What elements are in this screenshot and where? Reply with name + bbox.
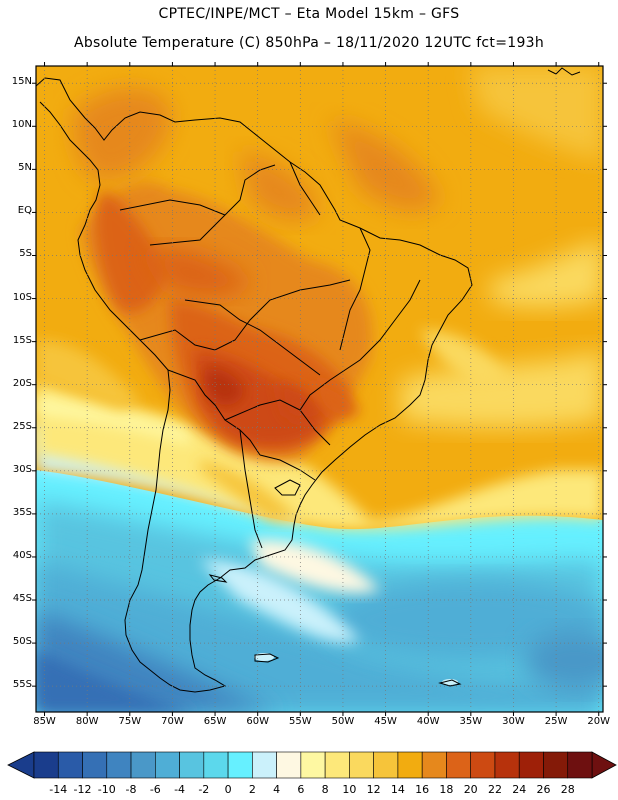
colorbar-label: -4	[174, 783, 186, 796]
colorbar-swatch	[203, 751, 229, 779]
colorbar-swatch	[57, 751, 83, 779]
longitude-label: 80W	[75, 716, 99, 727]
latitude-label: 25S	[12, 420, 32, 432]
colorbar-label: 10	[342, 783, 357, 796]
colorbar-swatch	[33, 751, 59, 779]
map-frame	[35, 65, 604, 713]
longitude-label: 75W	[118, 716, 142, 727]
colorbar	[7, 751, 617, 779]
colorbar-swatch	[227, 751, 253, 779]
colorbar-swatch	[300, 751, 326, 779]
longitude-label: 65W	[203, 716, 227, 727]
longitude-label: 25W	[544, 716, 568, 727]
colorbar-swatch	[567, 751, 593, 779]
longitude-label: 20W	[587, 716, 611, 727]
colorbar-swatch	[470, 751, 496, 779]
longitude-label: 70W	[161, 716, 184, 727]
latitude-label: 15S	[12, 334, 32, 346]
longitude-label: 45W	[374, 716, 397, 727]
latitude-label: 10N	[11, 119, 32, 131]
colorbar-swatch	[252, 751, 277, 779]
map-title-line-1: CPTEC/INPE/MCT – Eta Model 15km – GFS	[158, 6, 460, 22]
colorbar-swatch	[155, 751, 180, 779]
colorbar-label: 0	[224, 783, 232, 796]
colorbar-label: 18	[439, 783, 454, 796]
colorbar-swatch	[421, 751, 447, 779]
latitude-label: 15N	[11, 76, 32, 88]
colorbar-right-arrow	[591, 751, 617, 779]
colorbar-label: 20	[463, 783, 478, 796]
coastline-and-borders	[36, 67, 581, 693]
colorbar-swatch	[446, 751, 471, 779]
map-title-line-2: Absolute Temperature (C) 850hPa – 18/11/…	[73, 35, 545, 51]
colorbar-swatch	[397, 751, 423, 779]
latitude-label: 5N	[18, 162, 32, 174]
axis-ticks	[32, 62, 607, 716]
colorbar-label: -14	[49, 783, 68, 796]
colorbar-label: 28	[560, 783, 575, 796]
longitude-label: 85W	[33, 716, 56, 727]
latitude-label: 5S	[19, 248, 32, 260]
colorbar-label: 24	[512, 783, 527, 796]
colorbar-label: -8	[125, 783, 137, 796]
colorbar-label: 8	[321, 783, 329, 796]
latitude-label: 35S	[12, 506, 32, 518]
colorbar-swatch	[106, 751, 132, 779]
colorbar-label: -6	[149, 783, 161, 796]
colorbar-label: 12	[366, 783, 381, 796]
colorbar-label: 26	[536, 783, 551, 796]
colorbar-swatch	[130, 751, 156, 779]
latitude-label: 55S	[12, 679, 32, 691]
latitude-label: 20S	[12, 377, 32, 389]
colorbar-label: 16	[415, 783, 430, 796]
colorbar-swatch	[276, 751, 302, 779]
colorbar-swatch	[543, 751, 569, 779]
colorbar-label: 6	[297, 783, 305, 796]
temperature-field	[36, 66, 603, 712]
latitude-label: 40S	[12, 549, 32, 561]
colorbar-label: 4	[273, 783, 281, 796]
latitude-label: 30S	[12, 463, 32, 475]
colorbar-label: -12	[73, 783, 92, 796]
colorbar-swatch	[518, 751, 544, 779]
longitude-label: 50W	[331, 716, 355, 727]
longitude-label: 40W	[416, 716, 440, 727]
longitude-label: 60W	[246, 716, 269, 727]
colorbar-swatch	[373, 751, 399, 779]
colorbar-swatch	[324, 751, 350, 779]
latitude-label: EQ	[17, 205, 32, 217]
colorbar-label: -2	[198, 783, 210, 796]
colorbar-swatch	[179, 751, 205, 779]
colorbar-left-arrow	[7, 751, 35, 779]
colorbar-label: 14	[390, 783, 405, 796]
latitude-label: 50S	[12, 636, 32, 648]
latitude-label: 45S	[12, 593, 32, 605]
longitude-label: 30W	[502, 716, 525, 727]
colorbar-label: 22	[487, 783, 502, 796]
colorbar-label: -10	[97, 783, 116, 796]
colorbar-swatch	[82, 751, 108, 779]
colorbar-swatch	[349, 751, 374, 779]
colorbar-label: 2	[248, 783, 256, 796]
longitude-label: 55W	[289, 716, 312, 727]
graticule	[36, 66, 603, 712]
longitude-label: 35W	[459, 716, 483, 727]
latitude-label: 10S	[12, 291, 32, 303]
colorbar-swatch	[494, 751, 520, 779]
